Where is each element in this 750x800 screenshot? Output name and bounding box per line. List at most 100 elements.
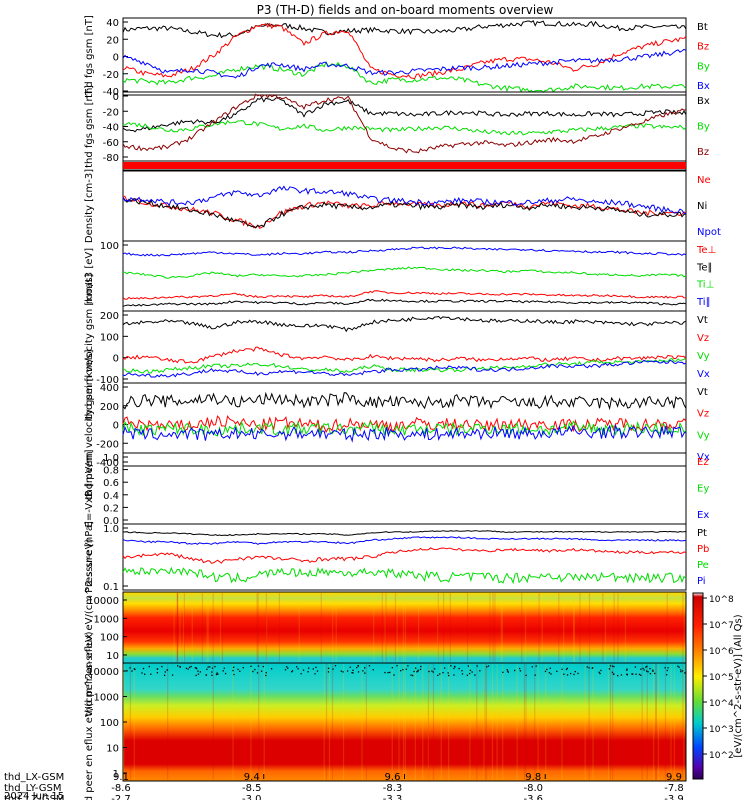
spectrogram-speckle [667, 667, 669, 669]
spectrogram-speckle [356, 666, 358, 669]
spectrogram-streak [256, 593, 258, 662]
spectrogram-streak [561, 664, 563, 780]
spectrogram-speckle [514, 669, 516, 672]
spectrogram-streak [427, 664, 430, 780]
spectrogram-speckle [211, 674, 213, 677]
spectrogram-speckle [588, 667, 590, 669]
spectrogram-speckle [400, 670, 402, 672]
panel-9: 10000 1000 100 10 thd peir en eflux eV/(cm^2… [84, 539, 687, 716]
spectrogram-speckle [640, 674, 642, 676]
series-line-Pt [122, 530, 687, 537]
ytick-label: 1.0 [103, 453, 119, 464]
spectrogram-speckle [634, 666, 637, 668]
spectrogram-streak [657, 664, 660, 780]
ytick-label: 100 [100, 241, 119, 252]
axis-ylabel: Density [cm-3] [84, 169, 95, 243]
legend-entry: Vy [697, 430, 710, 441]
spectrogram-speckle [141, 672, 143, 674]
colorbar-tick-label: 10^7 [709, 621, 734, 631]
spectrogram-speckle [414, 667, 417, 669]
spectrogram-speckle [591, 667, 594, 669]
spectrogram-speckle [291, 670, 294, 672]
series-line-Ni [122, 196, 687, 229]
spectrogram-streak [335, 593, 337, 662]
legend-entry: Vt [697, 387, 708, 398]
spectrogram-streak [266, 593, 268, 662]
spectrogram-streak [265, 593, 268, 662]
spectrogram-speckle [431, 670, 433, 672]
spectrogram-speckle [364, 672, 366, 674]
spectrogram-speckle [631, 673, 633, 675]
ytick-label: 10000 [87, 596, 119, 607]
ytick-label: 20 [106, 35, 119, 46]
spectrogram-speckle [334, 665, 337, 667]
legend-entry: Vt [697, 315, 708, 326]
spectrogram-speckle [265, 672, 267, 674]
spectrogram-speckle [316, 670, 319, 672]
spectrogram-speckle [439, 673, 441, 675]
axis-ylabel: thd fgs gsm [nT] [84, 15, 95, 98]
series-line-Bt [122, 20, 687, 39]
spectrogram-speckle [270, 668, 273, 670]
spectrogram-streak [579, 593, 581, 662]
spectrogram-speckle [413, 670, 415, 673]
legend-entry: Npot [697, 227, 721, 238]
spectrogram-streak [437, 593, 439, 662]
spectrogram-speckle [507, 671, 509, 673]
spectrogram-speckle [357, 671, 360, 673]
legend-entry: Vx [697, 369, 710, 380]
spectrogram-streak [432, 664, 435, 780]
spectrogram-speckle [474, 674, 476, 676]
series-line-Vy [122, 358, 687, 374]
spectrogram-speckle [565, 668, 568, 671]
spectrogram-speckle [577, 672, 579, 675]
spectrogram-speckle [632, 673, 634, 675]
spectrogram-streak [484, 664, 486, 780]
footer-row-label: thd_LY-GSM [4, 783, 61, 794]
legend-entry: Vz [697, 409, 709, 420]
spectrogram-speckle [156, 672, 159, 674]
spectrogram-streak [250, 664, 252, 780]
spectrogram-streak [624, 593, 627, 662]
footer-row-value: -8.3 [383, 783, 403, 794]
spectrogram-speckle [308, 667, 310, 669]
spectrogram-speckle [643, 669, 645, 671]
spectrogram-speckle [257, 665, 260, 667]
spectrogram-speckle [469, 669, 472, 672]
spectrogram-streak [534, 664, 536, 780]
spectrogram-speckle [561, 668, 563, 670]
spectrogram-streak [572, 593, 575, 662]
spectrogram-streak [298, 593, 300, 662]
spectrogram-streak [320, 593, 322, 662]
spectrogram-speckle [384, 671, 386, 674]
spectrogram-speckle [679, 669, 682, 671]
spectrogram-speckle [307, 671, 309, 673]
footer-row-value: 9.8 [525, 772, 541, 783]
legend-entry: By [697, 61, 710, 72]
spectrogram-speckle [678, 666, 680, 668]
spectrogram-speckle [461, 670, 463, 672]
footer-row-value: 9.6 [385, 772, 401, 783]
spectrogram-speckle [453, 667, 455, 670]
spectrogram-speckle [652, 670, 654, 672]
spectrogram-streak [177, 593, 179, 662]
spectrogram-speckle [214, 665, 216, 668]
spectrogram-speckle [131, 670, 133, 672]
spectrogram-streak [173, 593, 175, 662]
spectrogram-streak [607, 664, 610, 780]
spectrogram-speckle [312, 668, 314, 670]
spectrogram-speckle [680, 671, 682, 673]
legend-entry: Bz [697, 42, 709, 53]
spectrogram-speckle [428, 670, 430, 673]
legend-entry: By [697, 122, 710, 133]
spectrogram-streak [381, 593, 383, 662]
spectrogram-streak [612, 664, 614, 780]
colorbar-tick-label: 10^4 [709, 699, 734, 709]
ytick-label: 100 [100, 633, 119, 644]
legend-entry: Pi [697, 576, 706, 587]
spectrogram-speckle [387, 671, 389, 674]
spectrogram-streak [258, 664, 260, 780]
spectrogram-speckle [357, 665, 359, 667]
spectrogram-speckle [646, 665, 648, 668]
